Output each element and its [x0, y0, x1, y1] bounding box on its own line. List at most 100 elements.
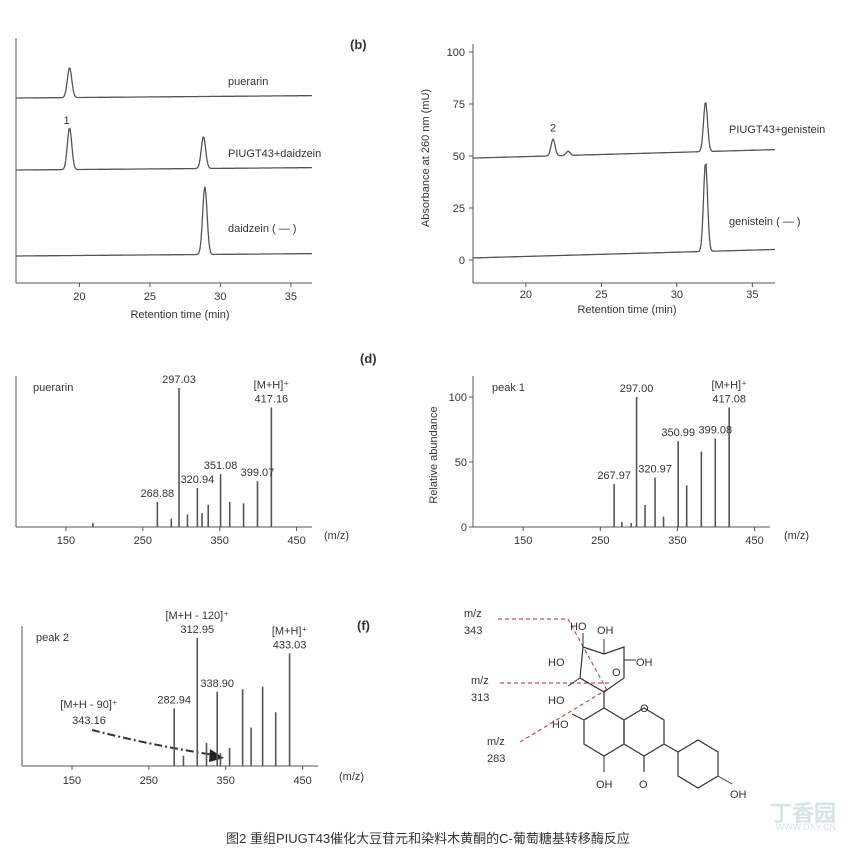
panel-label-f: (f)	[357, 618, 370, 633]
fragment-label-313-mz: m/z	[471, 675, 489, 687]
atom-label-9: OH	[596, 779, 613, 791]
panel-a-trace-label-2: PIUGT43+daidzein	[228, 148, 321, 160]
panel-e-xtick-label-1: 150	[63, 775, 81, 787]
panel-b-trace-label-2: genistein ( — )	[729, 216, 801, 228]
panel-d-ytick-label-1: 0	[461, 522, 467, 534]
panel-b-xtick-label-4: 35	[746, 289, 758, 301]
panel-c-annotation-6-line-2: 417.16	[255, 393, 289, 405]
watermark-logo: 丁香园	[769, 801, 836, 826]
panel-e-title: peak 2	[36, 632, 69, 644]
chromatogram-panel-a: Retention time (min) puerarin PIUGT43+dai…	[15, 38, 321, 321]
atom-label-7: HO	[552, 719, 569, 731]
panel-label-d: (d)	[360, 351, 377, 366]
atom-label-5: HO	[548, 695, 565, 707]
panel-c-xlabel: (m/z)	[324, 530, 349, 542]
panel-b-ytick-label-1: 0	[459, 255, 465, 267]
fragment-label-313-value: 313	[471, 692, 489, 704]
atom-label-2: OH	[597, 625, 614, 637]
b-ring-link	[663, 743, 679, 753]
panel-c-annotation-2-line-1: 268.88	[141, 488, 175, 500]
panel-d-xtick-label-4: 450	[745, 535, 763, 547]
panel-e-annotation-3-line-1: 338.90	[200, 678, 234, 690]
panel-a-peak-label-1: 1	[63, 115, 69, 127]
panel-b-ylabel: Absorbance at 260 nm (mU)	[420, 89, 432, 227]
panel-d-ytick-label-2: 50	[455, 457, 467, 469]
panel-e-xtick-label-4: 450	[293, 775, 311, 787]
panel-c-xtick-label-4: 450	[287, 535, 305, 547]
panel-d-annotation-1-line-1: 297.00	[620, 383, 654, 395]
panel-a-trace-label-3: daidzein ( — )	[228, 223, 296, 235]
panel-b-xtick-label-1: 20	[520, 289, 532, 301]
panel-d-xlabel: (m/z)	[784, 530, 809, 542]
panel-d-annotation-6-line-1: [M+H]⁺	[711, 379, 747, 391]
panel-a-xtick-label-2: 25	[144, 291, 156, 303]
panel-c-xtick-label-1: 150	[57, 535, 75, 547]
panel-d-xtick-label-1: 150	[514, 535, 532, 547]
glucose-bond-4	[567, 677, 581, 687]
atom-label-1: HO	[570, 621, 587, 633]
panel-e-dashed-arrow	[91, 729, 215, 756]
panel-d-annotation-5-line-1: 399.08	[698, 425, 732, 437]
panel-a-xtick-label-4: 35	[285, 291, 297, 303]
structure-panel-f: m/z 343 m/z 313 m/z 283	[464, 608, 747, 801]
panel-b-ytick-label-5: 100	[447, 47, 465, 59]
watermark-url: WWW.DXY.CN	[775, 822, 836, 832]
spectrum-panel-c: puerarin (m/z) 297.03268.88320.94351.083…	[15, 374, 349, 547]
panel-e-annotation-4-line-2: 433.03	[273, 639, 307, 651]
panel-a-xtick-label-1: 20	[73, 291, 85, 303]
panel-e-arrow-label-2: 343.16	[72, 715, 106, 727]
panel-d-annotation-3-line-1: 320.97	[638, 464, 672, 476]
panel-e-xtick-label-2: 250	[140, 775, 158, 787]
isoflavone-ring-c	[623, 707, 665, 757]
panel-d-ylabel: Relative abundance	[428, 406, 440, 503]
panel-e-annotation-1-line-2: 312.95	[180, 624, 214, 636]
panel-b-xlabel: Retention time (min)	[577, 304, 676, 316]
panel-a-trace-label-1: puerarin	[228, 76, 268, 88]
panel-c-xtick-label-3: 350	[211, 535, 229, 547]
fragment-label-343-mz: m/z	[464, 608, 482, 620]
atom-label-4: OH	[636, 657, 653, 669]
atom-label-6: O	[612, 667, 621, 679]
fragment-label-343-value: 343	[464, 625, 482, 637]
panel-c-annotation-1-line-1: 297.03	[162, 374, 196, 386]
panel-b-ytick-label-4: 75	[453, 99, 465, 111]
atom-label-8: O	[640, 703, 649, 715]
panel-d-ytick-label-3: 100	[449, 392, 467, 404]
panel-c-annotation-6-line-1: [M+H]⁺	[254, 379, 290, 391]
fragment-label-283-mz: m/z	[487, 736, 505, 748]
panel-d-annotation-6-line-2: 417.08	[712, 393, 746, 405]
atom-label-10: O	[639, 779, 648, 791]
panel-e-arrow-label-1: [M+H - 90]⁺	[60, 699, 118, 711]
panel-b-ytick-label-3: 50	[453, 151, 465, 163]
chromatogram-panel-b: Absorbance at 260 nm (mU) Retention time…	[420, 44, 825, 316]
spectrum-panel-d: Relative abundance peak 1 (m/z) 297.00 26…	[428, 376, 809, 547]
panel-c-annotation-5-line-1: 399.07	[241, 467, 275, 479]
panel-a-trace-3	[16, 186, 312, 257]
panel-d-xtick-label-3: 350	[668, 535, 686, 547]
isoflavone-ring-b	[677, 739, 719, 789]
panel-a-trace-2	[16, 127, 312, 171]
panel-c-xtick-label-2: 250	[134, 535, 152, 547]
panel-b-xtick-label-2: 25	[595, 289, 607, 301]
figure-caption: 图2 重组PIUGT43催化大豆苷元和染料木黄酮的C-葡萄糖基转移酶反应	[226, 831, 630, 846]
cleavage-line-343	[498, 618, 609, 693]
spectrum-panel-e: peak 2 (m/z) [M+H - 90]⁺ 343.16 [M+H - 1…	[21, 610, 364, 787]
cleavage-line-283	[519, 689, 607, 743]
panel-b-peak-label-1: 2	[550, 122, 556, 134]
atom-label-11: OH	[730, 789, 747, 801]
isoflavone-ring-a	[583, 707, 625, 757]
panel-e-annotation-1-line-1: [M+H - 120]⁺	[165, 610, 229, 622]
panel-d-xtick-label-2: 250	[591, 535, 609, 547]
panel-a-xlabel: Retention time (min)	[130, 309, 229, 321]
panel-d-annotation-4-line-1: 350.99	[661, 427, 695, 439]
panel-e-xlabel: (m/z)	[339, 771, 364, 783]
panel-c-annotation-3-line-1: 320.94	[181, 474, 215, 486]
panel-c-title: puerarin	[33, 382, 73, 394]
panel-b-xtick-label-3: 30	[671, 289, 683, 301]
panel-e-annotation-2-line-1: 282.94	[157, 694, 191, 706]
hydroxyl-bond-7	[571, 713, 585, 721]
panel-d-annotation-2-line-1: 267.97	[597, 470, 631, 482]
panel-c-annotation-4-line-1: 351.08	[204, 460, 238, 472]
